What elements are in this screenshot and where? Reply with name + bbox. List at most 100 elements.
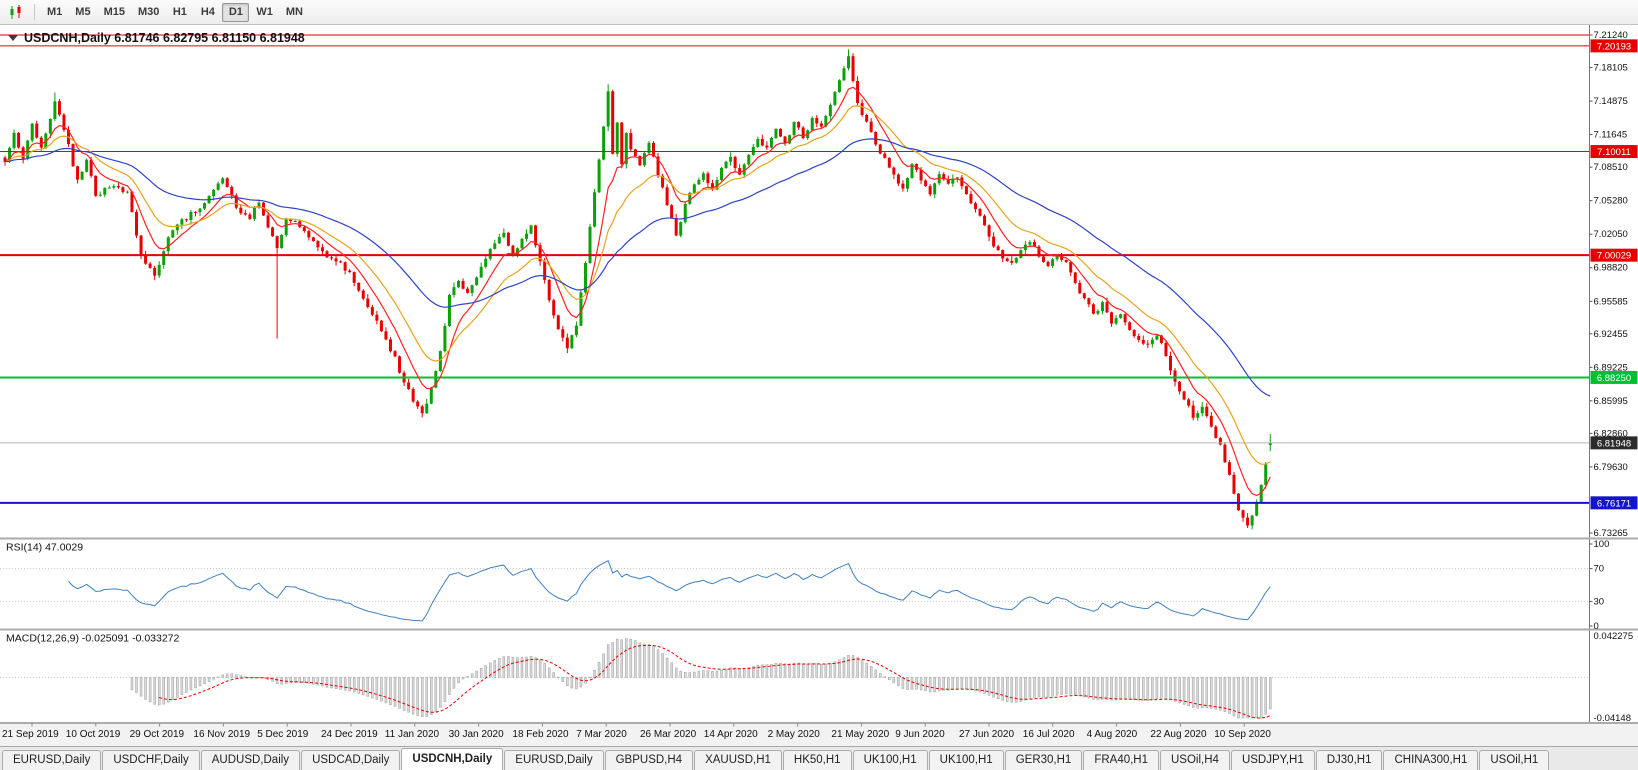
svg-text:21 May 2020: 21 May 2020 — [831, 729, 889, 740]
svg-text:7.00029: 7.00029 — [1597, 251, 1631, 262]
svg-text:6.89225: 6.89225 — [1594, 362, 1628, 373]
svg-text:6.95585: 6.95585 — [1594, 296, 1628, 307]
svg-text:30 Jan 2020: 30 Jan 2020 — [449, 729, 504, 740]
svg-text:6.79630: 6.79630 — [1594, 462, 1628, 473]
rsi-label: RSI(14) 47.0029 — [6, 542, 83, 554]
rsi-panel: RSI(14) 47.0029 100 70 30 0 — [0, 539, 1609, 632]
svg-text:6.81948: 6.81948 — [1597, 438, 1631, 449]
svg-text:7.02050: 7.02050 — [1594, 229, 1628, 240]
svg-text:27 Jun 2020: 27 Jun 2020 — [959, 729, 1014, 740]
chart-tab-usoil-h4[interactable]: USOil,H4 — [1160, 750, 1230, 770]
svg-text:14 Apr 2020: 14 Apr 2020 — [704, 729, 758, 740]
svg-text:7.14875: 7.14875 — [1594, 96, 1628, 107]
svg-text:7.20193: 7.20193 — [1597, 41, 1631, 52]
timeframe-button-m1[interactable]: M1 — [41, 3, 68, 22]
chart-tab-usdchf-daily[interactable]: USDCHF,Daily — [102, 750, 200, 770]
timeframe-button-w1[interactable]: W1 — [250, 3, 279, 22]
chart-workspace: 7.21240 7.18105 7.14875 7.11645 7.08510 7.052… — [0, 25, 1638, 747]
svg-text:10 Oct 2019: 10 Oct 2019 — [66, 729, 121, 740]
candlestick-chart-icon[interactable] — [4, 2, 28, 22]
timeframe-buttons: M1 M5 M15 M30 H1 H4 D1 W1 MN — [41, 2, 309, 22]
timeframe-button-d1[interactable]: D1 — [222, 2, 250, 22]
timeframe-button-m30[interactable]: M30 — [132, 3, 165, 22]
svg-text:100: 100 — [1594, 539, 1610, 550]
panel-separator[interactable] — [0, 722, 1638, 724]
svg-text:5 Dec 2019: 5 Dec 2019 — [257, 729, 309, 740]
chart-tab-eurusd-daily[interactable]: EURUSD,Daily — [2, 750, 102, 770]
svg-text:-0.04148: -0.04148 — [1594, 713, 1632, 724]
svg-text:4 Aug 2020: 4 Aug 2020 — [1087, 729, 1138, 740]
chart-tab-gbpusd-h4[interactable]: GBPUSD,H4 — [604, 750, 694, 770]
svg-text:6.98820: 6.98820 — [1594, 263, 1628, 274]
chart-tab-fra40-h1[interactable]: FRA40,H1 — [1083, 750, 1159, 770]
timeframe-button-m5[interactable]: M5 — [69, 3, 96, 22]
quote-header: USDCNH,Daily 6.81746 6.82795 6.81150 6.8… — [8, 31, 305, 45]
candlestick-chart-icon — [10, 4, 21, 19]
svg-text:16 Nov 2019: 16 Nov 2019 — [193, 729, 250, 740]
chart-tab-ger30-h1[interactable]: GER30,H1 — [1004, 750, 1083, 770]
one-click-trading-icon[interactable] — [8, 35, 18, 41]
chart-tab-usdjpy-h1[interactable]: USDJPY,H1 — [1230, 750, 1315, 770]
timeframe-button-mn[interactable]: MN — [280, 3, 309, 22]
svg-text:7.08510: 7.08510 — [1594, 162, 1628, 173]
chart-tab-usdcnh-daily[interactable]: USDCNH,Daily — [401, 748, 504, 770]
chart-tab-audusd-daily[interactable]: AUDUSD,Daily — [200, 750, 301, 770]
chart-tab-usoil-h1[interactable]: USOil,H1 — [1479, 750, 1550, 770]
moving-average-lines — [4, 86, 1271, 497]
svg-text:6.82860: 6.82860 — [1594, 428, 1628, 439]
macd-label: MACD(12,26,9) -0.025091 -0.033272 — [6, 633, 180, 645]
timeframe-button-h4[interactable]: H4 — [194, 3, 221, 22]
timeframe-button-m15[interactable]: M15 — [98, 3, 131, 22]
chart-tab-uk100-h1[interactable]: UK100,H1 — [928, 750, 1004, 770]
toolbar-separator — [34, 4, 35, 20]
ohlc-quote: USDCNH,Daily 6.81746 6.82795 6.81150 6.8… — [24, 31, 305, 45]
svg-text:6.88250: 6.88250 — [1597, 373, 1631, 384]
ma-line-45 — [4, 138, 1271, 397]
svg-text:7 Mar 2020: 7 Mar 2020 — [576, 729, 627, 740]
date-axis[interactable]: 21 Sep 2019 10 Oct 2019 29 Oct 2019 16 Nov … — [2, 723, 1271, 741]
svg-text:7.05280: 7.05280 — [1594, 196, 1628, 207]
chart-tab-xauusd-h1[interactable]: XAUUSD,H1 — [694, 750, 782, 770]
svg-text:0.042275: 0.042275 — [1594, 631, 1634, 642]
svg-text:30: 30 — [1594, 596, 1605, 607]
svg-text:10 Sep 2020: 10 Sep 2020 — [1214, 729, 1271, 740]
rsi-line — [68, 559, 1271, 622]
chart-background — [0, 25, 1638, 747]
chart-tab-china300-h1[interactable]: CHINA300,H1 — [1383, 750, 1479, 770]
macd-panel: MACD(12,26,9) -0.025091 -0.033272 0.04227… — [0, 631, 1633, 724]
panel-separator[interactable] — [0, 537, 1638, 540]
price-chart: 7.21240 7.18105 7.14875 7.11645 7.08510 7.052… — [0, 25, 1638, 747]
svg-text:6.85995: 6.85995 — [1594, 396, 1628, 407]
ma-line-17 — [4, 105, 1271, 465]
chart-tab-uk100-h1[interactable]: UK100,H1 — [852, 750, 928, 770]
ma-line-8 — [4, 86, 1271, 497]
support-resistance-lines[interactable] — [0, 34, 1590, 504]
svg-text:7.18105: 7.18105 — [1594, 63, 1628, 74]
svg-text:6.92455: 6.92455 — [1594, 329, 1628, 340]
svg-text:22 Aug 2020: 22 Aug 2020 — [1150, 729, 1207, 740]
svg-text:24 Dec 2019: 24 Dec 2019 — [321, 729, 378, 740]
macd-signal-line — [159, 644, 1271, 719]
svg-text:9 Jun 2020: 9 Jun 2020 — [895, 729, 945, 740]
timeframe-toolbar: M1 M5 M15 M30 H1 H4 D1 W1 MN — [0, 0, 1638, 25]
svg-text:70: 70 — [1594, 564, 1605, 575]
svg-text:11 Jan 2020: 11 Jan 2020 — [385, 729, 440, 740]
svg-text:21 Sep 2019: 21 Sep 2019 — [2, 729, 59, 740]
svg-text:6.73265: 6.73265 — [1594, 528, 1628, 539]
chart-tab-dj30-h1[interactable]: DJ30,H1 — [1315, 750, 1383, 770]
svg-text:2 May 2020: 2 May 2020 — [768, 729, 821, 740]
svg-text:7.10011: 7.10011 — [1597, 147, 1631, 158]
panel-separator[interactable] — [0, 628, 1638, 631]
svg-text:7.11645: 7.11645 — [1594, 130, 1628, 141]
svg-text:18 Feb 2020: 18 Feb 2020 — [512, 729, 569, 740]
svg-text:26 Mar 2020: 26 Mar 2020 — [640, 729, 697, 740]
svg-text:0: 0 — [1594, 621, 1599, 632]
svg-text:16 Jul 2020: 16 Jul 2020 — [1023, 729, 1075, 740]
timeframe-button-h1[interactable]: H1 — [166, 3, 193, 22]
price-axis[interactable]: 7.21240 7.18105 7.14875 7.11645 7.08510 7.052… — [1589, 25, 1638, 723]
chart-tab-usdcad-daily[interactable]: USDCAD,Daily — [301, 750, 401, 770]
chart-tab-hk50-h1[interactable]: HK50,H1 — [782, 750, 852, 770]
chart-tab-eurusd-daily[interactable]: EURUSD,Daily — [504, 750, 604, 770]
svg-text:7.21240: 7.21240 — [1594, 30, 1628, 41]
chart-tabs: EURUSD,Daily USDCHF,Daily AUDUSD,Daily USDC… — [0, 746, 1638, 770]
